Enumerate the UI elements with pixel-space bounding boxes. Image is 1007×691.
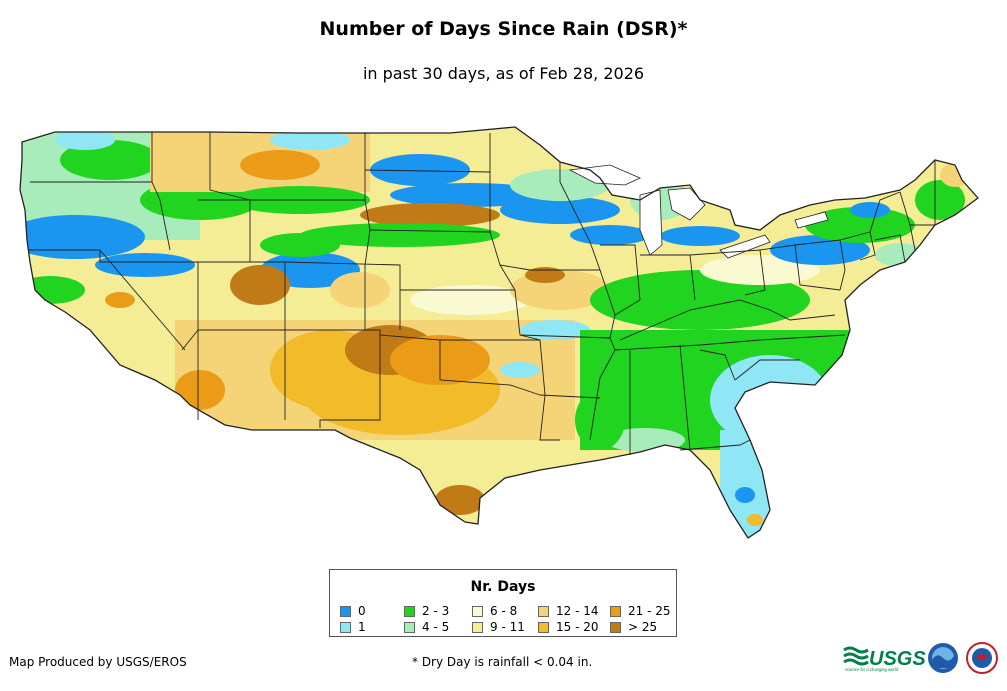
legend-label: 9 - 11 — [490, 620, 525, 634]
svg-text:USGS: USGS — [869, 648, 926, 670]
dsr-shading — [20, 127, 978, 538]
legend-item: 0 — [340, 604, 366, 618]
legend-label: 21 - 25 — [628, 604, 671, 618]
dsr-map — [19, 126, 979, 539]
legend-item: 2 - 3 — [404, 604, 449, 618]
legend-item: 12 - 14 — [538, 604, 599, 618]
nws-logo — [966, 642, 998, 674]
legend-item: 21 - 25 — [610, 604, 671, 618]
legend-item: 9 - 11 — [472, 620, 525, 634]
legend-label: 6 - 8 — [490, 604, 518, 618]
legend-swatch — [404, 621, 415, 633]
legend-swatch — [538, 605, 549, 617]
legend-label: 4 - 5 — [422, 620, 450, 634]
legend-swatch — [538, 621, 549, 633]
usgs-logo: USGS science for a changing world — [843, 646, 926, 672]
legend-label: 12 - 14 — [556, 604, 599, 618]
legend-swatch — [610, 621, 621, 633]
map-subtitle: in past 30 days, as of Feb 28, 2026 — [362, 64, 645, 83]
legend-label: 2 - 3 — [422, 604, 450, 618]
legend-item: 1 — [340, 620, 366, 634]
footnote-text: * Dry Day is rainfall < 0.04 in. — [412, 655, 593, 669]
legend-swatch — [340, 621, 351, 633]
legend-swatch — [610, 605, 621, 617]
state-borders — [19, 126, 979, 539]
legend-label: 15 - 20 — [556, 620, 599, 634]
legend-label: 0 — [358, 604, 366, 618]
legend-item: 4 - 5 — [404, 620, 449, 634]
legend-title: Nr. Days — [470, 579, 536, 595]
legend-swatch — [404, 605, 415, 617]
legend: Nr. Days 0 1 2 - 3 4 - 5 6 - 8 9 - 11 12 - 14 1… — [329, 569, 677, 637]
noaa-logo — [928, 643, 958, 673]
legend-swatch — [340, 605, 351, 617]
agency-logos: USGS science for a changing world — [843, 642, 998, 674]
legend-item: 15 - 20 — [538, 620, 599, 634]
credit-text: Map Produced by USGS/EROS — [9, 655, 187, 669]
legend-swatch — [472, 605, 483, 617]
legend-item: 6 - 8 — [472, 604, 517, 618]
legend-label: > 25 — [628, 620, 658, 634]
map-title: Number of Days Since Rain (DSR)* — [319, 18, 688, 40]
legend-item: > 25 — [610, 620, 657, 634]
svg-text:science for a changing world: science for a changing world — [845, 667, 899, 672]
legend-label: 1 — [358, 620, 366, 634]
legend-swatch — [472, 621, 483, 633]
